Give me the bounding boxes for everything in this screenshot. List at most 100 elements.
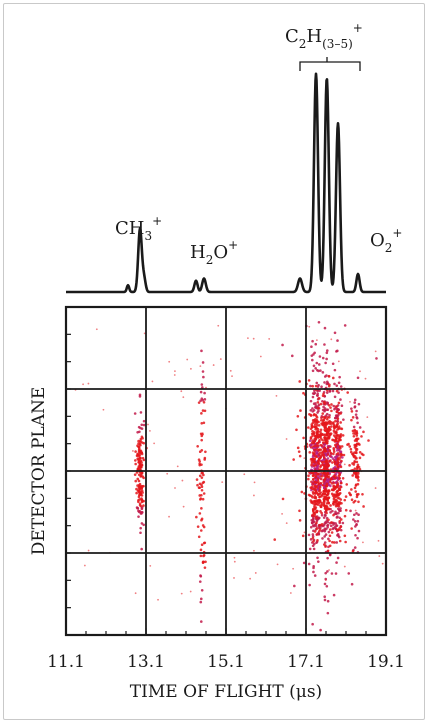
detector-hit-point — [323, 505, 326, 508]
detector-hit-point — [132, 450, 134, 452]
detector-hit-point — [295, 428, 298, 432]
detector-hit-point — [339, 465, 343, 469]
detector-hit-point — [332, 475, 335, 478]
detector-hit-point — [197, 401, 201, 404]
detector-hit-point — [307, 533, 311, 537]
detector-hit-point — [314, 406, 318, 410]
detector-hit-point — [331, 422, 335, 425]
detector-hit-point — [334, 405, 338, 408]
detector-hit-point — [341, 476, 345, 480]
detector-hit-point — [362, 430, 365, 434]
detector-hit-point — [334, 481, 338, 484]
detector-hit-point — [354, 432, 357, 436]
detector-hit-point — [326, 556, 329, 560]
detector-hit-point — [354, 533, 357, 537]
detector-hit-point — [337, 466, 340, 469]
detector-hit-point — [201, 524, 205, 527]
detector-hit-point — [311, 395, 315, 399]
detector-hit-point — [333, 431, 336, 434]
detector-hit-point — [141, 491, 144, 494]
detector-hit-point — [350, 527, 353, 530]
detector-hit-point — [327, 507, 331, 511]
detector-hit-point — [366, 416, 369, 419]
detector-hit-point — [356, 472, 360, 475]
detector-hit-point — [174, 370, 176, 373]
detector-hit-point — [196, 525, 200, 528]
detector-hit-point — [311, 407, 314, 410]
detector-hit-point — [313, 507, 317, 510]
detector-hit-point — [321, 371, 325, 374]
detector-hit-point — [325, 474, 328, 478]
detector-hit-point — [310, 446, 313, 449]
detector-hit-point — [329, 524, 333, 528]
detector-hit-point — [326, 401, 330, 405]
detector-hit-point — [352, 434, 356, 438]
detector-hit-point — [354, 471, 358, 475]
detector-hit-point — [174, 487, 176, 489]
detector-hit-point — [338, 375, 341, 379]
detector-hit-point — [136, 477, 140, 481]
detector-hit-point — [328, 534, 332, 538]
figure-frame — [3, 3, 425, 720]
detector-hit-point — [252, 337, 255, 340]
spectrum-series-line — [65, 72, 387, 294]
detector-hit-point — [330, 409, 333, 413]
detector-hit-point — [314, 474, 318, 477]
detector-hit-point — [233, 560, 236, 563]
x-axis-tick-labels: 11.1 13.1 15.1 17.1 19.1 — [47, 652, 405, 672]
detector-hit-point — [337, 504, 341, 508]
detector-hit-point — [336, 417, 340, 421]
detector-hit-point — [313, 457, 317, 460]
detector-hit-point — [329, 452, 333, 455]
detector-hit-point — [336, 454, 339, 458]
detector-hit-point — [331, 376, 335, 380]
detector-hit-point — [327, 537, 330, 541]
detector-hit-point — [335, 449, 339, 452]
detector-hit-point — [137, 479, 141, 483]
detector-hit-point — [315, 521, 318, 525]
detector-hit-point — [348, 491, 351, 495]
detector-hit-point — [307, 474, 310, 478]
detector-hit-point — [337, 411, 341, 415]
detector-hit-point — [253, 549, 255, 552]
detector-hit-point — [253, 481, 256, 484]
detector-hit-point — [328, 528, 332, 531]
detector-hit-point — [354, 413, 358, 416]
detector-hit-point — [321, 394, 325, 398]
detector-hit-point — [312, 547, 316, 551]
detector-hit-point — [201, 386, 204, 389]
detector-hit-point — [340, 445, 344, 448]
detector-hit-point — [326, 453, 330, 456]
detector-hit-point — [134, 462, 137, 466]
detector-hit-point — [354, 525, 357, 528]
detector-hit-point — [138, 504, 142, 507]
detector-hit-point — [309, 436, 313, 439]
detector-hit-point — [312, 460, 315, 463]
detector-hit-point — [200, 518, 203, 522]
x-axis-tick-label: 13.1 — [127, 652, 165, 672]
detector-hit-point — [318, 434, 322, 438]
detector-hit-point — [201, 432, 204, 434]
detector-hit-point — [357, 529, 361, 533]
detector-hit-point — [310, 501, 313, 504]
detector-hit-point — [275, 394, 278, 397]
detector-hit-point — [325, 374, 328, 377]
detector-hit-point — [325, 417, 329, 421]
detector-hit-point — [350, 498, 354, 502]
detector-hit-point — [140, 506, 144, 509]
detector-hit-point — [307, 379, 311, 382]
detector-hit-point — [200, 397, 204, 400]
detector-hit-point — [312, 540, 315, 543]
detector-hit-point — [328, 413, 331, 417]
detector-hit-point — [326, 523, 330, 527]
detector-hit-point — [134, 450, 137, 453]
detector-hit-point — [229, 369, 232, 372]
detector-hit-point — [140, 498, 144, 501]
detector-hit-point — [199, 620, 203, 623]
detector-hit-point — [342, 453, 346, 457]
detector-hit-point — [356, 421, 359, 425]
detector-hit-point — [358, 467, 362, 471]
detector-hit-point — [331, 509, 334, 513]
detector-hit-point — [142, 504, 145, 507]
detector-hit-point — [142, 476, 145, 480]
